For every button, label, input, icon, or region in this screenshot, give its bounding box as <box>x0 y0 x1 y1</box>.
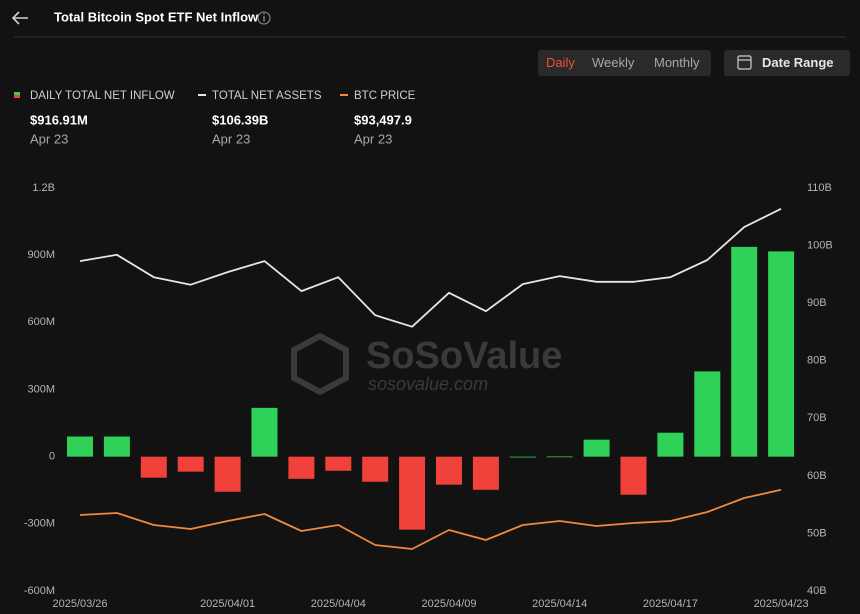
watermark-logo <box>291 332 349 396</box>
line <box>79 488 782 550</box>
bar <box>140 456 167 478</box>
y-tick-label: 1.2B <box>32 182 55 194</box>
bar <box>620 456 647 495</box>
bar <box>177 456 204 472</box>
bar <box>657 432 684 457</box>
legend-label: BTC PRICE <box>354 90 416 102</box>
legend-value: $916.91M <box>30 112 88 127</box>
x-tick-label: 2025/04/09 <box>421 598 476 610</box>
date-range-label[interactable]: Date Range <box>762 55 834 70</box>
x-tick-label: 2025/04/04 <box>311 598 366 610</box>
y-tick-label: 900M <box>27 249 55 261</box>
bar <box>768 251 795 457</box>
bar <box>436 456 462 485</box>
y2-tick-label: 80B <box>807 355 827 367</box>
bar <box>546 456 573 458</box>
y-tick-label: -600M <box>24 585 55 597</box>
y2-tick-label: 100B <box>807 239 833 251</box>
legend-swatch <box>14 92 20 95</box>
y2-tick-label: 60B <box>807 470 827 482</box>
legend-swatch <box>14 95 20 98</box>
y-tick-label: 300M <box>27 383 55 395</box>
legend-value: $93,497.9 <box>354 112 412 127</box>
x-tick-label: 2025/04/17 <box>643 598 698 610</box>
bar <box>509 456 536 458</box>
watermark-url: sosovalue.com <box>368 374 488 394</box>
bar <box>472 456 499 490</box>
y2-tick-label: 40B <box>807 585 827 597</box>
legend-label: DAILY TOTAL NET INFLOW <box>30 90 175 102</box>
bar <box>325 456 352 471</box>
bar <box>694 371 721 457</box>
x-tick-label: 2025/04/01 <box>200 598 255 610</box>
legend-value: $106.39B <box>212 112 268 127</box>
legend-date: Apr 23 <box>212 131 250 146</box>
x-tick-label: 2025/03/26 <box>52 598 107 610</box>
bar <box>214 456 241 492</box>
bar <box>399 456 426 530</box>
y-tick-label: 0 <box>49 451 55 463</box>
y2-tick-label: 110B <box>807 182 832 194</box>
info-icon[interactable] <box>257 11 271 25</box>
bar <box>288 456 315 479</box>
x-tick-label: 2025/04/14 <box>532 598 587 610</box>
bar <box>251 407 278 457</box>
bar <box>583 439 610 457</box>
legend-label: TOTAL NET ASSETS <box>212 90 322 102</box>
legend-date: Apr 23 <box>30 131 68 146</box>
x-tick-label: 2025/04/23 <box>754 598 809 610</box>
y2-tick-label: 70B <box>807 412 827 424</box>
page-title: Total Bitcoin Spot ETF Net Inflow <box>54 9 259 24</box>
back-arrow[interactable] <box>11 11 28 25</box>
period-button[interactable]: Monthly <box>654 55 700 70</box>
legend-date: Apr 23 <box>354 131 392 146</box>
period-button[interactable]: Weekly <box>592 55 635 70</box>
period-switch <box>538 50 711 76</box>
watermark: SoSoValue <box>366 335 562 377</box>
date-range-button[interactable]: Date Range <box>724 50 850 76</box>
bar <box>731 246 758 457</box>
line <box>79 207 782 328</box>
bar <box>362 456 389 482</box>
bar <box>67 436 93 457</box>
period-button[interactable]: Daily <box>546 55 575 70</box>
y-tick-label: 600M <box>27 316 55 328</box>
y-tick-label: -300M <box>24 518 55 530</box>
y2-tick-label: 90B <box>807 297 827 309</box>
bar <box>103 436 130 457</box>
y2-tick-label: 50B <box>807 527 827 539</box>
